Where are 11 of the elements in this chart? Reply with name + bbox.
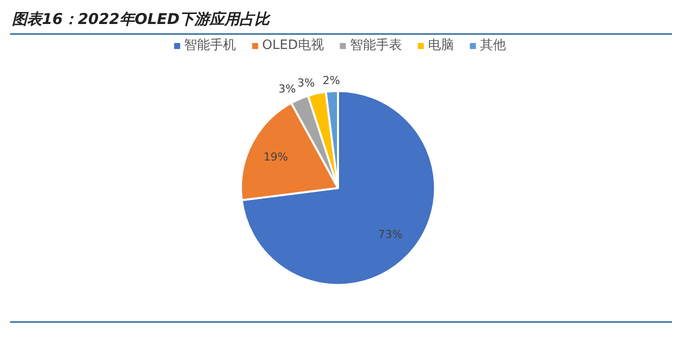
legend-label: 智能手机 <box>184 38 236 53</box>
data-label: 19% <box>264 150 288 164</box>
legend-label: 电脑 <box>428 38 454 53</box>
legend-label: 其他 <box>480 38 506 53</box>
data-label: 3% <box>297 76 315 90</box>
data-label: 2% <box>322 74 340 88</box>
legend-label: 智能手表 <box>350 38 402 53</box>
chart-title: 图表16：2022年OLED下游应用占比 <box>12 10 272 28</box>
legend-label: OLED电视 <box>262 38 324 53</box>
data-label: 73% <box>378 228 403 242</box>
data-label: 3% <box>278 82 296 96</box>
